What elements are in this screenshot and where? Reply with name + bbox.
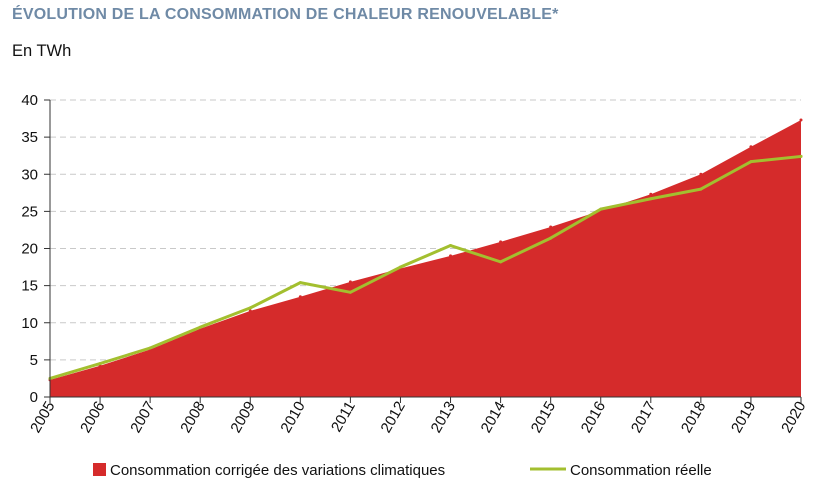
x-tick-label: 2020 xyxy=(778,399,809,436)
line-series-layer xyxy=(48,154,803,380)
y-axis-unit-label: En TWh xyxy=(12,42,72,60)
area-point-2010 xyxy=(298,295,302,299)
x-tick-label: 2019 xyxy=(728,399,759,436)
x-tick-label: 2016 xyxy=(578,399,609,436)
line-point-2011 xyxy=(348,290,352,294)
x-tick-label: 2011 xyxy=(328,399,359,435)
y-tick-label: 15 xyxy=(21,278,38,295)
area-point-2013 xyxy=(449,254,453,258)
line-point-2006 xyxy=(98,362,102,366)
line-point-2014 xyxy=(499,260,503,264)
x-tick-label: 2012 xyxy=(378,399,409,436)
chart-title: ÉVOLUTION DE LA CONSOMMATION DE CHALEUR … xyxy=(12,6,559,23)
x-tick-label: 2014 xyxy=(478,398,509,435)
line-point-2007 xyxy=(148,346,152,350)
line-point-2012 xyxy=(398,265,402,269)
area-point-2014 xyxy=(499,240,503,244)
legend-label-real: Consommation réelle xyxy=(570,462,712,479)
x-tick-label: 2015 xyxy=(528,399,559,436)
y-tick-label: 20 xyxy=(21,241,38,258)
line-series-real xyxy=(48,154,803,380)
line-point-2019 xyxy=(749,160,753,164)
line-point-2016 xyxy=(599,207,603,211)
x-tick-label: 2008 xyxy=(177,399,208,436)
area-point-2018 xyxy=(699,172,703,176)
line-point-2015 xyxy=(549,236,553,240)
line-point-2009 xyxy=(248,306,252,310)
legend: Consommation corrigée des variations cli… xyxy=(93,462,712,479)
legend-swatch-corrected xyxy=(93,463,106,476)
x-tick-label: 2017 xyxy=(628,399,659,436)
y-tick-label: 40 xyxy=(21,92,38,109)
x-tick-label: 2007 xyxy=(127,399,158,436)
x-tick-label: 2010 xyxy=(277,399,308,436)
line-point-2008 xyxy=(198,325,202,329)
area-point-2020 xyxy=(799,118,803,122)
area-point-2015 xyxy=(549,225,553,229)
x-tick-label: 2018 xyxy=(678,399,709,436)
legend-label-corrected: Consommation corrigée des variations cli… xyxy=(110,462,445,479)
x-tick-label: 2013 xyxy=(428,399,459,436)
y-tick-label: 0 xyxy=(30,389,38,406)
y-tick-label: 25 xyxy=(21,203,38,220)
area-series-corrected xyxy=(50,120,801,398)
area-point-2017 xyxy=(649,192,653,196)
line-point-2018 xyxy=(699,187,703,191)
area-point-2019 xyxy=(749,145,753,149)
line-point-2017 xyxy=(649,197,653,201)
line-point-2010 xyxy=(298,281,302,285)
x-tick-label: 2006 xyxy=(77,399,108,436)
area-point-2009 xyxy=(248,309,252,313)
line-point-2020 xyxy=(799,154,803,158)
y-tick-label: 5 xyxy=(30,352,38,369)
y-tick-label: 30 xyxy=(21,166,38,183)
line-point-2013 xyxy=(449,244,453,248)
y-tick-label: 35 xyxy=(21,129,38,146)
y-tick-label: 10 xyxy=(21,315,38,332)
x-tick-label: 2009 xyxy=(227,399,258,436)
area-point-2011 xyxy=(348,280,352,284)
